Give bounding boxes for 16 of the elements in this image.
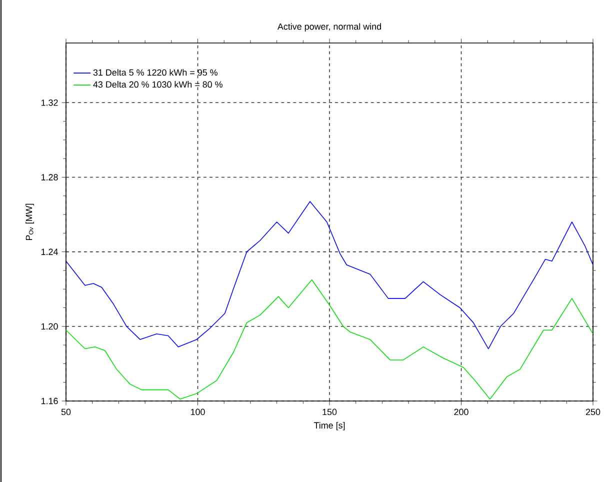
y-tick-label: 1.20 <box>41 323 58 330</box>
x-tick-label: 150 <box>322 408 337 416</box>
y-tick-label: 1.24 <box>41 248 58 255</box>
line-series <box>66 201 594 350</box>
x-tick-label: 100 <box>190 408 205 416</box>
x-tick-label: 250 <box>586 408 600 416</box>
legend-label: 43 Delta 20 % 1030 kWh = 80 % <box>93 81 222 88</box>
chart-title: Active power, normal wind <box>277 23 381 32</box>
y-tick-label: 1.28 <box>41 174 58 180</box>
y-tick-label: 1.32 <box>41 99 58 106</box>
x-tick-label: 50 <box>61 408 71 416</box>
y-axis-title: P$_{Ov}$ [MW] <box>26 204 34 240</box>
y-tick-label: 1.16 <box>41 398 58 404</box>
legend-label: 31 Delta 5 % 1220 kWh = 95 % <box>93 69 218 76</box>
x-tick-label: 200 <box>454 408 468 416</box>
x-axis-title: Time [s] <box>314 422 345 430</box>
